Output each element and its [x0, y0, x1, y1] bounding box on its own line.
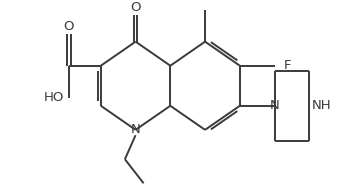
Text: HO: HO [44, 91, 64, 104]
Text: N: N [270, 99, 280, 112]
Text: F: F [284, 59, 292, 72]
Text: O: O [64, 20, 74, 33]
Text: O: O [130, 2, 141, 14]
Text: NH: NH [312, 99, 331, 112]
Text: N: N [131, 123, 140, 136]
